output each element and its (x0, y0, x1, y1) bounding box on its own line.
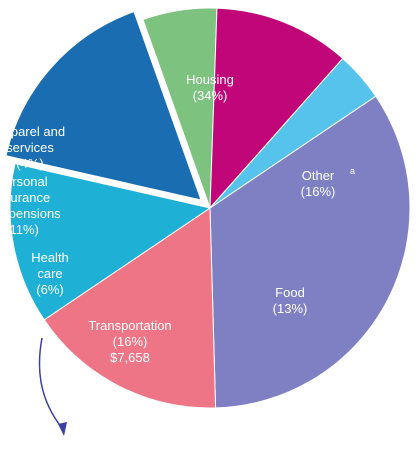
slice-label-transportation: Transportation (16%) $7,658 (88, 318, 171, 365)
slice-label-health-care: Health care (6%) (31, 250, 69, 297)
arrowhead-icon (58, 422, 67, 436)
slice-label-apparel-and-services: Apparel and services (4%) (0, 124, 65, 171)
slice-label-other: Other (16%) (301, 168, 336, 199)
slice-label-food: Food (13%) (273, 285, 308, 316)
pie-slice-other (43, 207, 217, 409)
slice-label-personal-insurance-and-pensions: Personalinsuranceand pensions(11%) (0, 174, 61, 237)
pie-slice-food (9, 163, 212, 321)
slice-labels: Housing (34%) Other (16%) a Food (13%) Transpor… (0, 72, 355, 365)
slice-footnote-marker: a (350, 166, 355, 176)
pie-slice-personal-insurance-and-pensions (209, 7, 344, 210)
pie-slices (5, 7, 411, 409)
pie-slice-transportation (5, 10, 202, 201)
slice-label-housing: Housing (34%) (186, 72, 234, 103)
pie-slice-apparel-and-services (209, 57, 377, 209)
arrow-icon (38, 337, 63, 429)
pie-slice-housing (209, 95, 411, 409)
